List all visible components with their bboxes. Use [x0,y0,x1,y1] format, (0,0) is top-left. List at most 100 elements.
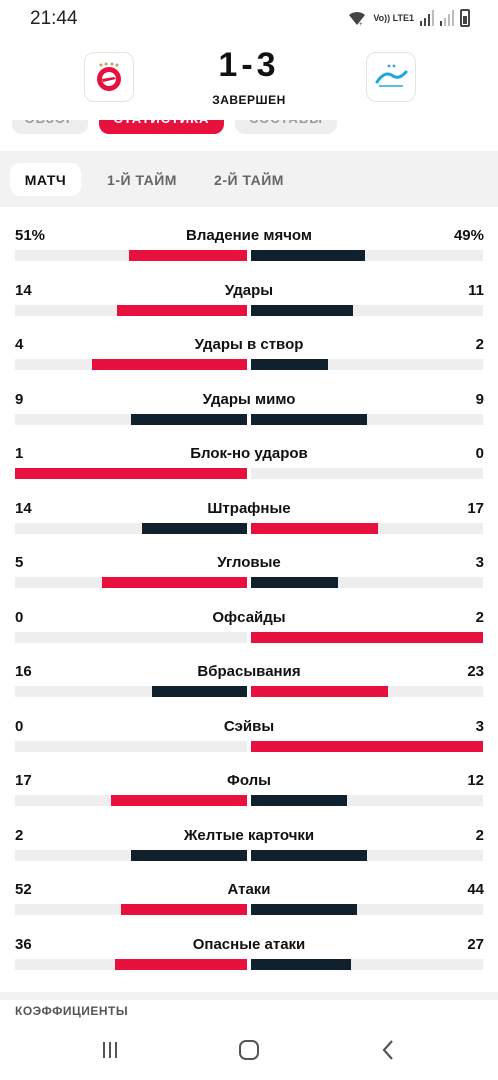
home-stat-track [15,631,247,643]
home-stat-bar [129,250,247,261]
away-stat-bar [251,359,328,370]
stat-row: 5 Угловые 3 [0,534,498,588]
away-stat-track [251,522,483,534]
home-stat-bar [92,359,247,370]
home-stat-bar [131,413,247,425]
stat-name: Владение мячом [186,227,312,244]
stat-row: 36 Опасные атаки 27 [0,916,498,970]
home-team-logo[interactable] [84,52,134,102]
stat-name: Сэйвы [223,717,275,735]
home-stat-track [15,904,247,915]
match-status: ЗАВЕРШЕН [212,93,286,107]
period-tabs: МАТЧ 1-Й ТАЙМ 2-Й ТАЙМ [0,151,498,207]
away-stat-track [251,686,483,697]
stat-name: Желтые карточки [183,826,315,844]
away-stat-value: 12 [467,772,484,789]
spartak-logo-icon [97,62,121,91]
away-stat-track [251,359,483,370]
away-stat-track [251,849,483,861]
away-stat-value: 0 [475,445,484,462]
recent-apps-icon [103,1042,117,1058]
away-stat-value: 44 [467,881,484,898]
away-stat-track [251,468,483,479]
stat-row: 14 Штрафные 17 [0,480,498,534]
odds-section-title[interactable]: КОЭФФИЦИЕНТЫ [15,1004,129,1018]
away-stat-bar [251,904,357,915]
home-stat-value: 4 [15,336,24,353]
home-stat-track [15,795,247,806]
tab-first-half[interactable]: 1-Й ТАЙМ [107,171,177,188]
home-stat-bar [121,904,247,915]
back-icon [382,1040,393,1060]
home-stat-value: 51% [15,227,46,244]
tab-match[interactable]: МАТЧ [10,163,81,196]
home-stat-track [15,413,247,425]
home-stat-bar [111,795,247,806]
home-stat-value: 5 [15,554,24,571]
away-stat-bar [251,849,367,861]
away-stat-value: 3 [475,717,484,735]
stat-name: Блок-но ударов [190,445,308,462]
away-stat-value: 23 [467,663,484,680]
home-button[interactable] [229,1034,269,1066]
away-stat-value: 2 [475,336,484,353]
home-stat-value: 0 [15,717,24,735]
navigation-bar [0,1020,498,1080]
home-stat-value: 36 [15,935,32,953]
away-stat-bar [251,250,365,261]
home-stat-value: 52 [15,881,32,898]
stat-name: Офсайды [212,608,286,626]
home-stat-bar [115,958,247,970]
stat-row: 1 Блок-но ударов 0 [0,425,498,479]
away-stat-bar [251,304,353,316]
home-stat-value: 16 [15,663,32,680]
status-time: 21:44 [30,8,78,29]
home-stat-value: 14 [15,499,32,517]
wifi-icon: + [349,11,366,27]
away-stat-bar [251,740,483,752]
home-stat-track [15,468,247,479]
home-stat-track [15,250,247,261]
home-stat-track [15,740,247,752]
away-stat-bar [251,686,388,697]
home-stat-bar [131,849,247,861]
away-stat-bar [251,413,367,425]
status-icons: + Vo)) LTE1 [347,9,470,27]
away-stat-value: 27 [467,935,484,953]
back-button[interactable] [368,1034,408,1066]
recent-apps-button[interactable] [90,1034,130,1066]
network-label: Vo)) LTE1 [373,12,414,23]
home-icon [239,1040,259,1060]
signal-icon-2 [440,10,454,26]
svg-text:+: + [359,22,363,27]
stat-row: 0 Сэйвы 3 [0,698,498,752]
away-stat-bar [251,522,378,534]
away-stat-bar [251,958,351,970]
away-team-logo[interactable] [366,52,416,102]
stat-name: Удары в створ [194,336,304,353]
home-stat-track [15,577,247,588]
away-stat-track [251,631,483,643]
section-divider [0,992,498,1000]
stat-row: 14 Удары 11 [0,262,498,316]
home-stat-value: 14 [15,281,32,299]
home-stat-track [15,522,247,534]
stat-name: Атаки [227,881,271,898]
tab-second-half[interactable]: 2-Й ТАЙМ [214,171,284,188]
away-stat-value: 9 [475,390,484,408]
stat-name: Опасные атаки [192,935,306,953]
home-stat-track [15,686,247,697]
home-stat-track [15,849,247,861]
match-header: 1-3 ЗАВЕРШЕН [0,38,498,120]
stat-row: 4 Удары в створ 2 [0,316,498,370]
home-stat-track [15,359,247,370]
away-stat-track [251,795,483,806]
match-score: 1-3 [218,46,280,84]
stat-row: 51% Владение мячом 49% [0,207,498,261]
stat-row: 52 Атаки 44 [0,861,498,915]
home-stat-track [15,304,247,316]
away-stat-bar [251,795,347,806]
stat-name: Угловые [217,554,281,571]
home-stat-value: 17 [15,772,32,789]
away-stat-bar [251,577,338,588]
